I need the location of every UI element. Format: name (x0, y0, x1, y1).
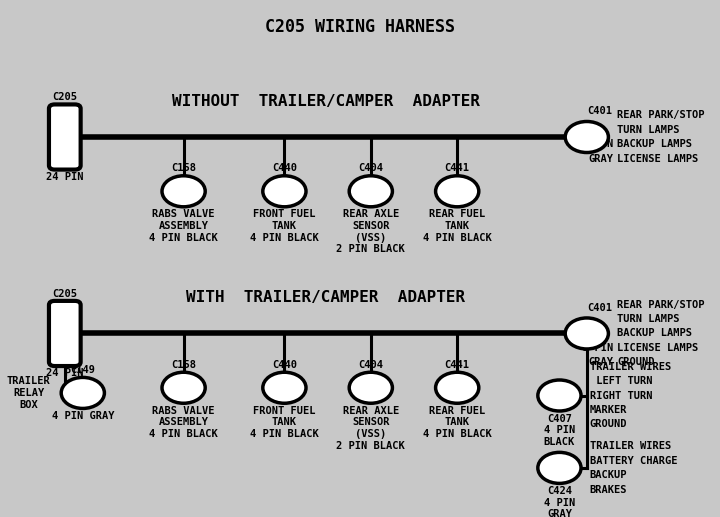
Text: TRAILER WIRES: TRAILER WIRES (590, 361, 671, 372)
Text: C149: C149 (71, 365, 95, 375)
Text: RABS VALVE
ASSEMBLY
4 PIN BLACK: RABS VALVE ASSEMBLY 4 PIN BLACK (149, 209, 218, 242)
Circle shape (263, 176, 306, 207)
Circle shape (349, 372, 392, 403)
Text: C441: C441 (445, 360, 469, 370)
Text: FRONT FUEL
TANK
4 PIN BLACK: FRONT FUEL TANK 4 PIN BLACK (250, 209, 319, 242)
Text: WITH  TRAILER/CAMPER  ADAPTER: WITH TRAILER/CAMPER ADAPTER (186, 290, 465, 305)
Text: C424
4 PIN
GRAY: C424 4 PIN GRAY (544, 486, 575, 517)
Text: RABS VALVE
ASSEMBLY
4 PIN BLACK: RABS VALVE ASSEMBLY 4 PIN BLACK (149, 406, 218, 439)
Text: BACKUP: BACKUP (590, 470, 627, 480)
Text: WITHOUT  TRAILER/CAMPER  ADAPTER: WITHOUT TRAILER/CAMPER ADAPTER (172, 94, 480, 109)
Text: LICENSE LAMPS: LICENSE LAMPS (617, 343, 698, 353)
Text: C158: C158 (171, 163, 196, 173)
Text: LICENSE LAMPS: LICENSE LAMPS (617, 154, 698, 164)
Text: REAR FUEL
TANK
4 PIN BLACK: REAR FUEL TANK 4 PIN BLACK (423, 209, 492, 242)
Text: GROUND: GROUND (590, 419, 627, 430)
Text: C404: C404 (359, 360, 383, 370)
Text: GRAY: GRAY (588, 154, 613, 164)
Text: REAR AXLE
SENSOR
(VSS)
2 PIN BLACK: REAR AXLE SENSOR (VSS) 2 PIN BLACK (336, 406, 405, 451)
FancyBboxPatch shape (49, 104, 81, 170)
Text: BATTERY CHARGE: BATTERY CHARGE (590, 455, 678, 466)
Text: REAR AXLE
SENSOR
(VSS)
2 PIN BLACK: REAR AXLE SENSOR (VSS) 2 PIN BLACK (336, 209, 405, 254)
Text: 4 PIN GRAY: 4 PIN GRAY (52, 411, 114, 421)
Text: FRONT FUEL
TANK
4 PIN BLACK: FRONT FUEL TANK 4 PIN BLACK (250, 406, 319, 439)
Text: C401: C401 (587, 303, 612, 313)
Text: REAR PARK/STOP: REAR PARK/STOP (617, 110, 705, 120)
Circle shape (263, 372, 306, 403)
Text: RIGHT TURN: RIGHT TURN (590, 390, 652, 401)
Text: BACKUP LAMPS: BACKUP LAMPS (617, 328, 692, 339)
Text: GRAY: GRAY (588, 357, 613, 368)
Circle shape (436, 176, 479, 207)
Circle shape (61, 377, 104, 408)
Text: 24 PIN: 24 PIN (46, 368, 84, 378)
Text: TRAILER
RELAY
BOX: TRAILER RELAY BOX (6, 376, 50, 409)
Circle shape (349, 176, 392, 207)
Circle shape (538, 380, 581, 411)
Text: C158: C158 (171, 360, 196, 370)
Text: BACKUP LAMPS: BACKUP LAMPS (617, 139, 692, 149)
Text: GROUND: GROUND (617, 357, 654, 368)
FancyBboxPatch shape (49, 301, 81, 366)
Text: REAR FUEL
TANK
4 PIN BLACK: REAR FUEL TANK 4 PIN BLACK (423, 406, 492, 439)
Circle shape (162, 372, 205, 403)
Circle shape (565, 318, 608, 349)
Text: C441: C441 (445, 163, 469, 173)
Text: C205: C205 (53, 93, 77, 102)
Circle shape (565, 121, 608, 153)
Text: C407
4 PIN
BLACK: C407 4 PIN BLACK (544, 414, 575, 447)
Text: TURN LAMPS: TURN LAMPS (617, 125, 680, 135)
Text: TURN LAMPS: TURN LAMPS (617, 314, 680, 324)
Text: BRAKES: BRAKES (590, 484, 627, 495)
Text: C404: C404 (359, 163, 383, 173)
Text: C440: C440 (272, 163, 297, 173)
Text: C401: C401 (587, 107, 612, 116)
Text: C205: C205 (53, 289, 77, 299)
Text: C205 WIRING HARNESS: C205 WIRING HARNESS (265, 18, 455, 36)
Text: C440: C440 (272, 360, 297, 370)
Text: 24 PIN: 24 PIN (46, 172, 84, 181)
Circle shape (162, 176, 205, 207)
Circle shape (538, 452, 581, 483)
Text: 8 PIN: 8 PIN (582, 139, 613, 149)
Circle shape (436, 372, 479, 403)
Text: MARKER: MARKER (590, 405, 627, 415)
Text: 8 PIN: 8 PIN (582, 343, 613, 353)
Text: LEFT TURN: LEFT TURN (590, 376, 652, 386)
Text: TRAILER WIRES: TRAILER WIRES (590, 441, 671, 451)
Text: REAR PARK/STOP: REAR PARK/STOP (617, 299, 705, 310)
